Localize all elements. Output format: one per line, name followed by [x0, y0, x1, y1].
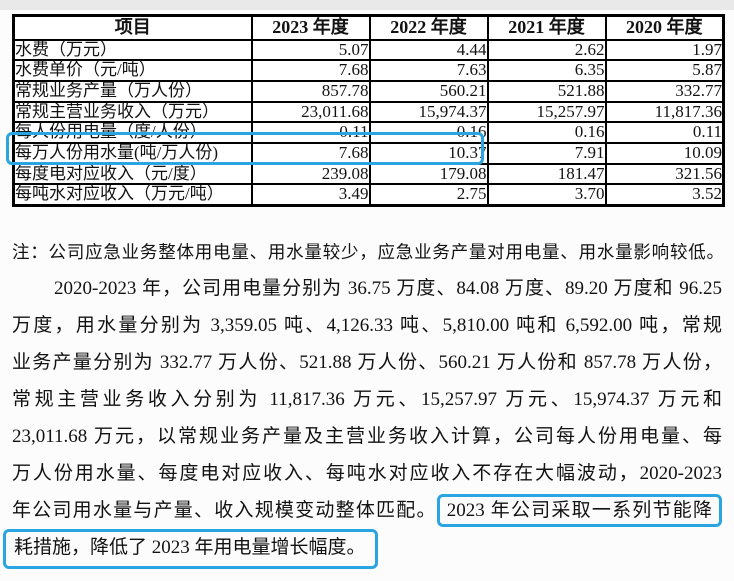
cell-value: 2.62	[486, 38, 607, 62]
cell-value: 5.07	[250, 38, 371, 62]
col-header-2020: 2020 年度	[604, 14, 725, 41]
cell-value: 3.52	[604, 183, 725, 207]
row-label: 每人份用电量（度/人份）	[12, 121, 253, 144]
table-header-row: 项目 2023 年度 2022 年度 2021 年度 2020 年度	[12, 14, 725, 41]
cell-value: 521.88	[486, 79, 607, 103]
col-header-2021: 2021 年度	[486, 14, 607, 41]
cell-value: 1.97	[604, 38, 725, 62]
table-row-electricity-per-dose: 每人份用电量（度/人份） 0.11 0.16 0.16 0.11	[12, 121, 725, 144]
table-row-regular-revenue: 常规主营业务收入（万元） 23,011.68 15,974.37 15,257.…	[12, 100, 725, 124]
col-header-2023: 2023 年度	[250, 14, 371, 41]
cell-value: 3.70	[486, 183, 607, 207]
cell-value: 6.35	[486, 59, 607, 82]
cell-value: 857.78	[250, 79, 371, 103]
paragraph-line: 万人份用水量、每度电对应收入、每吨水对应收入不存在大幅波动，2020-2023	[12, 463, 722, 484]
cell-value: 7.63	[368, 59, 489, 82]
paragraph-line: 耗措施，降低了 2023 年用电量增长幅度。	[3, 529, 722, 569]
cell-value: 15,257.97	[486, 100, 607, 124]
row-label: 水费（万元）	[12, 38, 253, 62]
highlight-annotation-box-text: 耗措施，降低了 2023 年用电量增长幅度。	[3, 529, 378, 569]
paragraph-line: 常规主营业务收入分别为 11,817.36 万元、15,257.97 万元、15…	[12, 389, 722, 410]
highlight-annotation-box-text: 2023 年公司采取一系列节能降	[436, 494, 722, 527]
row-label: 常规业务产量（万人份）	[12, 79, 253, 103]
cell-value: 179.08	[368, 162, 489, 186]
table-row-water-per-10k-doses: 每万人份用水量(吨/万人份) 7.68 10.37 7.91 10.09	[12, 141, 725, 165]
row-label: 每度电对应收入（元/度）	[12, 162, 253, 186]
body-paragraph: 2020-2023 年，公司用电量分别为 36.75 万度、84.08 万度、8…	[3, 270, 722, 569]
paragraph-line: 业务产量分别为 332.77 万人份、521.88 万人份、560.21 万人份…	[12, 352, 722, 373]
cell-value: 321.56	[604, 162, 725, 186]
cell-value: 10.09	[604, 141, 725, 165]
paragraph-line: 年公司用水量与产量、收入规模变动整体匹配。 2023 年公司采取一系列节能降	[12, 492, 722, 529]
cell-value: 7.68	[250, 59, 371, 82]
cell-value: 7.68	[250, 141, 371, 165]
cell-value: 0.16	[368, 121, 489, 144]
cell-value: 2.75	[368, 183, 489, 207]
cell-value: 0.16	[486, 121, 607, 144]
table-row-revenue-per-ton-water: 每吨水对应收入（万元/吨） 3.49 2.75 3.70 3.52	[12, 183, 725, 207]
page-top-margin	[0, 0, 734, 10]
cell-value: 15,974.37	[368, 100, 489, 124]
table-row-water-fee: 水费（万元） 5.07 4.44 2.62 1.97	[12, 38, 725, 62]
cell-value: 239.08	[250, 162, 371, 186]
cell-value: 23,011.68	[250, 100, 371, 124]
table-row-water-unit-price: 水费单价（元/吨） 7.68 7.63 6.35 5.87	[12, 59, 725, 82]
cell-value: 4.44	[368, 38, 489, 62]
paragraph-line: 23,011.68 万元，以常规业务产量及主营业务收入计算，公司每人份用电量、每	[12, 426, 722, 447]
paragraph-line: 万度，用水量分别为 3,359.05 吨、4,126.33 吨、5,810.00…	[12, 315, 722, 336]
cell-value: 0.11	[250, 121, 371, 144]
cell-value: 181.47	[486, 162, 607, 186]
cell-value: 560.21	[368, 79, 489, 103]
cell-value: 5.87	[604, 59, 725, 82]
cell-value: 10.37	[368, 141, 489, 165]
row-label: 每吨水对应收入（万元/吨）	[12, 183, 253, 207]
table-note: 注：公司应急业务整体用电量、用水量较少，应急业务产量对用电量、用水量影响较低。	[12, 242, 724, 262]
cell-value: 11,817.36	[604, 100, 725, 124]
cell-value: 7.91	[486, 141, 607, 165]
cell-value: 3.49	[250, 183, 371, 207]
cell-value: 0.11	[604, 121, 725, 144]
row-label: 每万人份用水量(吨/万人份)	[12, 141, 253, 165]
table-row-revenue-per-kwh: 每度电对应收入（元/度） 239.08 179.08 181.47 321.56	[12, 162, 725, 186]
col-header-item: 项目	[12, 14, 253, 41]
col-header-2022: 2022 年度	[368, 14, 489, 41]
row-label: 常规主营业务收入（万元）	[12, 100, 253, 124]
cell-value: 332.77	[604, 79, 725, 103]
table-row-regular-output: 常规业务产量（万人份） 857.78 560.21 521.88 332.77	[12, 79, 725, 103]
metrics-table: 项目 2023 年度 2022 年度 2021 年度 2020 年度 水费（万元…	[12, 14, 725, 207]
paragraph-text: 年公司用水量与产量、收入规模变动整体匹配。	[12, 500, 437, 521]
row-label: 水费单价（元/吨）	[12, 59, 253, 82]
paragraph-line: 2020-2023 年，公司用电量分别为 36.75 万度、84.08 万度、8…	[54, 278, 722, 299]
